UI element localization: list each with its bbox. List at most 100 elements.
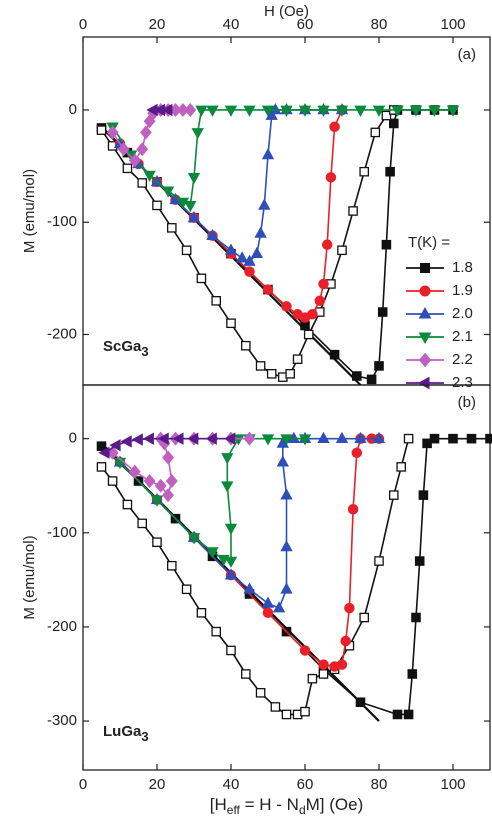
data-point xyxy=(335,431,349,443)
y-tick-label: 0 xyxy=(69,430,77,447)
data-point xyxy=(150,495,164,507)
data-point xyxy=(281,301,292,312)
data-point xyxy=(157,432,169,445)
data-point xyxy=(235,251,249,263)
data-point xyxy=(403,709,414,720)
legend-marker xyxy=(418,306,432,319)
data-point xyxy=(359,166,369,177)
data-point xyxy=(161,103,173,117)
legend-marker xyxy=(419,285,431,297)
data-point xyxy=(96,125,107,135)
data-point xyxy=(429,433,440,444)
data-point xyxy=(122,163,133,174)
x-axis-label-part: M] (Oe) xyxy=(306,795,364,814)
y-tick-label: -200 xyxy=(47,618,77,635)
data-point xyxy=(307,309,318,320)
data-point xyxy=(106,125,119,140)
data-point xyxy=(254,226,267,238)
data-point xyxy=(318,669,329,679)
x2-tick-label: 40 xyxy=(223,16,240,33)
data-point xyxy=(187,210,201,223)
panel-label: (b) xyxy=(458,394,476,411)
data-point xyxy=(300,706,310,717)
data-point xyxy=(466,433,477,444)
legend-label: 2.2 xyxy=(452,351,473,368)
series-line xyxy=(119,437,379,668)
data-point xyxy=(137,178,147,188)
sample-label-part: 3 xyxy=(141,729,148,744)
data-point xyxy=(255,688,266,698)
legend-label: 1.8 xyxy=(452,259,473,276)
data-point xyxy=(226,318,236,329)
data-point xyxy=(152,200,162,211)
series-line xyxy=(119,109,343,319)
data-point xyxy=(298,105,312,117)
data-point xyxy=(261,148,275,160)
x-axis-label-part: eff xyxy=(227,803,241,817)
y-axis-label: M (emu/mol) xyxy=(21,535,38,619)
data-point xyxy=(448,433,458,444)
data-point xyxy=(162,450,175,465)
y-tick-label: -100 xyxy=(47,524,77,541)
data-point xyxy=(354,431,367,443)
plot-frame xyxy=(82,384,491,771)
data-point xyxy=(162,488,175,503)
legend-marker xyxy=(418,332,432,345)
sample-label-part: 3 xyxy=(141,344,148,359)
data-point xyxy=(258,198,271,210)
data-point xyxy=(196,273,207,284)
data-point xyxy=(391,105,404,117)
x-tick-label: 40 xyxy=(223,776,240,793)
data-point xyxy=(187,533,201,545)
x2-tick-label: 100 xyxy=(440,16,465,33)
y-tick-label: -100 xyxy=(47,213,77,230)
data-point xyxy=(318,278,329,290)
data-point xyxy=(224,243,238,255)
data-point xyxy=(261,105,275,117)
data-point xyxy=(107,476,118,486)
data-point xyxy=(381,239,392,250)
data-point xyxy=(389,490,399,500)
data-point xyxy=(98,446,110,459)
data-point xyxy=(243,431,256,446)
data-point xyxy=(381,110,392,121)
data-point xyxy=(205,432,217,445)
data-point xyxy=(224,568,238,580)
data-point xyxy=(261,434,275,446)
x-tick-label: 80 xyxy=(371,776,388,793)
data-point xyxy=(187,432,199,445)
data-point xyxy=(396,462,406,472)
data-point xyxy=(195,105,208,117)
x-axis-label-part: [H xyxy=(210,795,227,814)
data-point xyxy=(280,105,293,117)
data-point xyxy=(372,431,386,443)
x-tick-label: 100 xyxy=(440,776,465,793)
x2-tick-label: 0 xyxy=(79,16,87,33)
x-tick-label: 20 xyxy=(149,776,166,793)
data-point xyxy=(354,105,367,117)
legend-label: 1.9 xyxy=(452,282,473,299)
series-line xyxy=(111,109,453,207)
data-point xyxy=(109,439,121,452)
data-point xyxy=(142,432,154,445)
data-point xyxy=(261,596,275,608)
x-tick-label: 0 xyxy=(79,776,87,793)
legend-label: 2.3 xyxy=(452,374,473,391)
y-axis-label: M (emu/mol) xyxy=(21,169,38,253)
legend-marker xyxy=(417,376,430,390)
data-point xyxy=(262,607,274,619)
panel-label: (a) xyxy=(458,46,476,63)
data-point xyxy=(403,433,414,444)
data-point xyxy=(266,368,277,379)
data-point xyxy=(137,518,147,529)
data-point xyxy=(374,361,384,371)
data-point xyxy=(131,433,143,446)
data-point xyxy=(224,523,238,535)
data-point xyxy=(172,432,184,445)
data-point xyxy=(285,368,295,379)
data-point xyxy=(128,464,141,479)
data-point xyxy=(241,669,251,679)
data-point xyxy=(428,105,441,117)
data-point xyxy=(370,127,381,138)
sample-label: LuGa3 xyxy=(103,723,149,744)
